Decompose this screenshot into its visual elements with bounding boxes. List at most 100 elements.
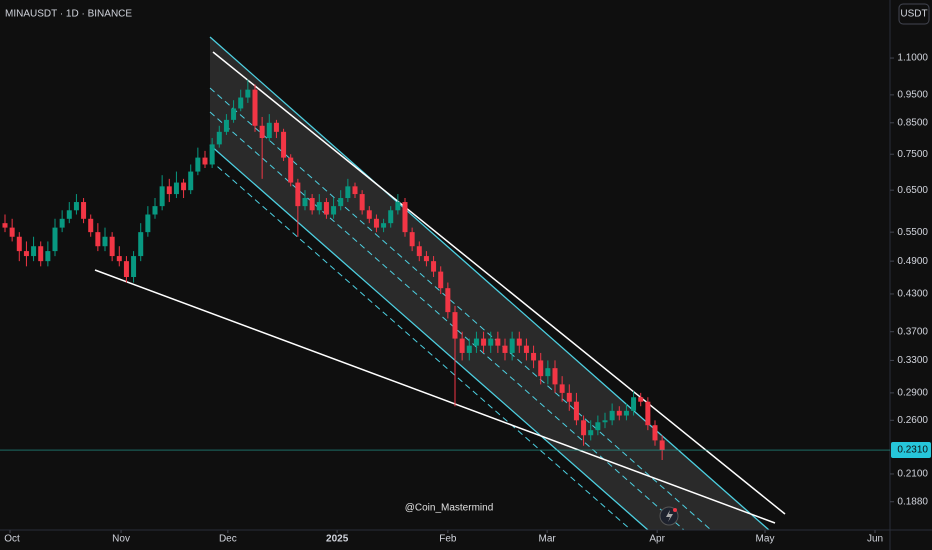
candle-body: [316, 202, 322, 211]
candle-body: [281, 131, 287, 158]
candle-body: [238, 97, 244, 109]
candle-body: [102, 236, 108, 247]
candle-body: [502, 345, 508, 353]
candle-body: [581, 420, 587, 436]
candle-body: [588, 430, 594, 436]
y-tick-label: 0.2600: [897, 415, 928, 426]
candle-body: [109, 236, 115, 257]
candle-body: [73, 202, 79, 211]
y-tick-label: 0.3300: [897, 355, 928, 366]
candle-body: [495, 338, 501, 346]
x-tick-label: Oct: [4, 534, 20, 545]
candle-body: [552, 368, 558, 385]
y-tick-label: 0.2100: [897, 469, 928, 480]
candle-body: [481, 338, 487, 346]
candle-body: [566, 392, 572, 402]
candle-body: [616, 410, 622, 416]
candle-body: [516, 338, 522, 346]
drawings: [94, 36, 786, 531]
candle-body: [81, 202, 87, 219]
candle-body: [188, 171, 194, 191]
candle-body: [445, 288, 451, 313]
candle-body: [231, 108, 237, 120]
x-tick-label: Jun: [867, 534, 883, 545]
channel-dash: [209, 87, 712, 531]
x-tick-label: Feb: [439, 534, 457, 545]
candle-body: [473, 338, 479, 346]
y-tick-label: 0.4300: [897, 289, 928, 300]
candle-body: [573, 401, 579, 421]
candle-body: [531, 352, 537, 361]
candle-body: [159, 186, 165, 207]
candle-body: [645, 401, 651, 426]
candle-body: [266, 122, 272, 139]
candle-body: [123, 261, 129, 278]
candle-body: [545, 368, 551, 377]
candle-body: [88, 218, 94, 233]
trend-line: [212, 51, 786, 515]
candle-body: [395, 202, 401, 211]
candle-body: [138, 232, 144, 257]
alert-icon-bolt: [666, 510, 673, 522]
x-tick-label: Mar: [539, 534, 557, 545]
candle-body: [2, 223, 8, 228]
y-tick-label: 0.6500: [897, 185, 928, 196]
candle-body: [166, 186, 172, 195]
trend-line: [94, 269, 776, 524]
candle-body: [45, 251, 51, 262]
candle-body: [381, 223, 387, 228]
candle-body: [595, 422, 601, 431]
candle-body: [423, 256, 429, 262]
candle-body: [523, 345, 529, 353]
candle-body: [331, 206, 337, 215]
candle-body: [223, 119, 229, 132]
candle-body: [173, 182, 179, 195]
candle-body: [259, 125, 265, 139]
candle-body: [631, 397, 637, 411]
candle-body: [345, 186, 351, 199]
candle-body: [38, 246, 44, 262]
candle-body: [216, 131, 222, 145]
candle-body: [366, 210, 372, 219]
y-tick-label: 0.3700: [897, 326, 928, 337]
currency-button[interactable]: [898, 3, 930, 25]
candles: [2, 79, 665, 460]
candle-body: [538, 360, 544, 377]
x-tick-label: May: [756, 534, 775, 545]
candle-body: [288, 157, 294, 183]
candle-body: [302, 198, 308, 207]
candle-body: [488, 338, 494, 346]
y-tick-label: 0.8500: [897, 117, 928, 128]
candle-body: [652, 425, 658, 441]
x-tick-label: Apr: [649, 534, 665, 545]
y-tick-label: 0.2900: [897, 388, 928, 399]
candle-body: [602, 420, 608, 423]
candle-body: [638, 397, 644, 402]
candle-body: [23, 251, 29, 257]
candle-body: [623, 410, 629, 416]
y-tick-label: 0.7500: [897, 149, 928, 160]
candle-body: [295, 182, 301, 207]
candle-body: [95, 232, 101, 247]
candle-body: [323, 202, 329, 215]
candle-body: [309, 198, 315, 211]
watermark: @Coin_Mastermind: [405, 503, 494, 514]
candle-body: [416, 246, 422, 257]
y-tick-label: 0.9500: [897, 90, 928, 101]
currency-button-label[interactable]: USDT: [900, 9, 927, 20]
last-price-box: [891, 442, 931, 459]
candle-body: [373, 218, 379, 228]
candle-body: [509, 338, 515, 353]
candle-body: [31, 246, 37, 257]
y-tick-label: 1.1000: [897, 53, 928, 64]
candle-body: [252, 89, 258, 126]
candle-body: [409, 232, 415, 247]
candle-body: [59, 218, 65, 228]
x-tick-label: Nov: [112, 534, 130, 545]
candle-body: [116, 256, 122, 262]
candle-body: [202, 157, 208, 165]
candle-body: [359, 194, 365, 211]
y-tick-label: 0.5500: [897, 227, 928, 238]
candle-body: [452, 312, 458, 339]
